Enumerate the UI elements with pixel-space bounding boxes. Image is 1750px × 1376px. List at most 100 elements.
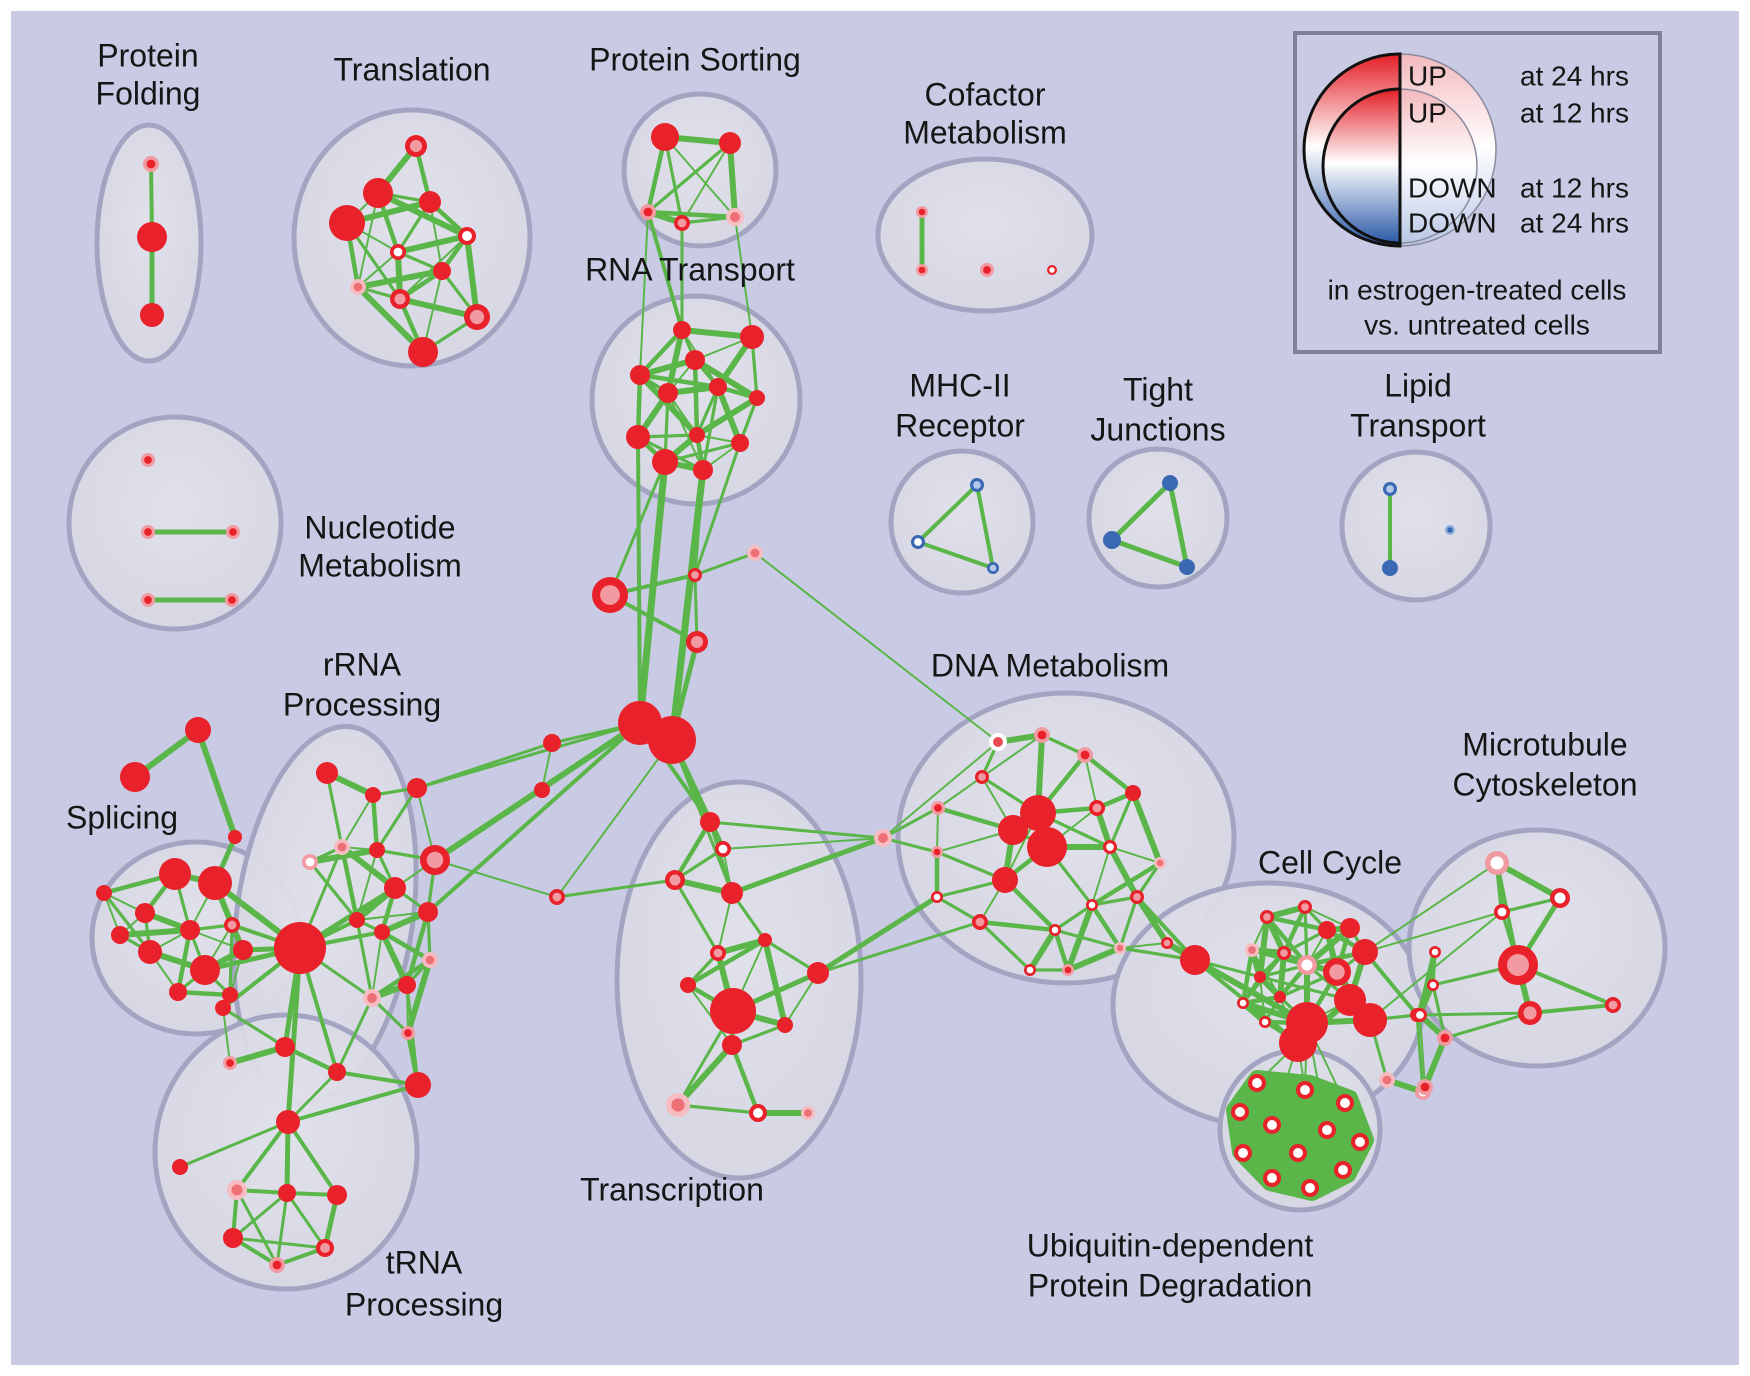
cluster-label-mt: Microtubule [1462,726,1627,762]
cluster-ellipse-mh [888,448,1036,596]
edge [916,483,979,544]
edge [882,741,999,839]
node-rr-11 [215,1000,231,1016]
node-tc-10 [722,1035,742,1055]
node-rr-17 [398,976,416,994]
edge [464,233,480,320]
node-center-dm-5 [934,804,942,812]
edge [693,551,757,577]
edge [1082,752,1136,796]
node-rr-1 [365,787,381,803]
edge [916,540,995,570]
node-center-lk-2 [600,585,620,605]
edge [1418,1011,1532,1017]
node-sp-0 [159,858,191,890]
node-center-dm-13 [1156,859,1164,867]
legend-glyph-inner-left [1321,87,1402,245]
node-rr-15 [405,1072,431,1098]
edge [235,1120,290,1192]
legend-caption: vs. untreated cells [1364,309,1590,340]
cluster-label-tc: Transcription [580,1171,764,1207]
cluster-label-rt: RNA Transport [585,251,795,287]
node-center-dm-6 [1092,803,1102,813]
edge [1119,942,1168,949]
node-sp-5 [138,940,162,964]
node-center-tr-8 [394,293,406,305]
edge [195,727,238,840]
edge [285,945,303,1125]
edge-blob-ub [1226,1070,1374,1201]
node-center-cc-6 [1301,959,1313,971]
cluster-ellipse-lt [1339,449,1493,603]
node-cc-16 [1279,1024,1317,1062]
edge [708,820,885,840]
node-center-ub-8 [1293,1148,1303,1158]
edge [434,859,558,898]
node-cc-3 [1340,918,1360,938]
cluster-label-ub: Ubiquitin-dependent [1027,1227,1314,1263]
node-center-cc-4 [1248,946,1256,954]
node-tn-0 [276,1110,300,1134]
edge [1089,860,1163,908]
edge [1240,947,1255,1006]
node-center-mt-8 [1523,1006,1537,1020]
edge [1363,950,1419,1017]
edge [1416,951,1436,1016]
edge [231,1191,289,1240]
node-rr-5 [369,842,385,858]
node-tc-6 [680,977,696,993]
legend-row-direction: DOWN [1408,207,1497,238]
node-tr-1 [363,178,393,208]
edge [762,937,788,1028]
node-center-nm-0 [144,456,152,464]
node-center-dm-23 [1163,939,1171,947]
edge [978,920,1032,972]
node-center-dm-16 [975,917,985,927]
edge [1193,958,1352,1002]
node-center-dm-11 [1106,843,1114,851]
edge [664,136,736,218]
cluster-label-dm: DNA Metabolism [931,647,1169,683]
edge [235,1188,279,1267]
cluster-label-mt: Cytoskeleton [1453,766,1638,802]
node-lk-4 [543,734,561,752]
node-center-dm-19 [1026,966,1034,974]
node-rt-7 [689,427,705,443]
node-center-mt-7 [1440,1033,1450,1043]
node-rt-2 [630,365,650,385]
edge [1192,957,1310,1026]
node-rr-9 [418,902,438,922]
node-center-mt-6 [1416,1011,1424,1019]
edge [339,844,360,923]
node-rt-6 [749,390,765,406]
node-center-rr-16 [367,993,377,1003]
edge [1264,914,1310,968]
node-dm-22 [1180,945,1210,975]
node-tc-4 [758,933,772,947]
node-center-tr-9 [469,309,485,325]
edge [355,284,426,355]
node-center-dm-0 [993,737,1003,747]
node-dm-12 [992,867,1018,893]
node-rr-0 [316,762,338,784]
edge [693,468,705,577]
node-center-pf-0 [146,159,156,169]
edge [1108,791,1135,849]
node-center-lk-12 [552,892,562,902]
edge [371,931,383,999]
cluster-label-lt: Transport [1350,407,1486,443]
edge [341,794,374,848]
node-center-cm-1 [918,266,926,274]
edge [694,395,760,438]
node-center-ps-3 [677,218,687,228]
edge [693,441,742,577]
edges-layer [101,134,1615,1267]
cluster-label-cm: Cofactor [925,76,1046,112]
node-center-nm-3 [144,596,152,604]
edge [734,216,753,338]
node-tr-10 [408,337,438,367]
legend-row-time: at 24 hrs [1520,207,1629,238]
node-ps-0 [651,123,679,151]
node-center-dm-2 [1080,750,1090,760]
node-lk-6 [185,717,211,743]
